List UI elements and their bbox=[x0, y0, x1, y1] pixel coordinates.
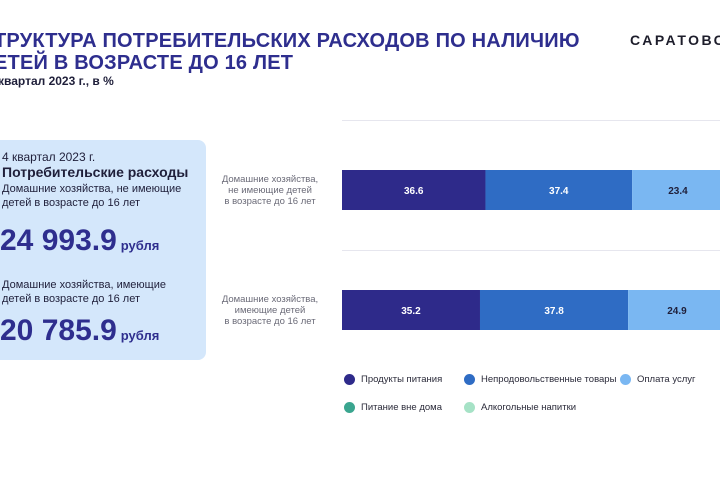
legend-label: Оплата услуг bbox=[637, 374, 696, 385]
legend-label: Питание вне дома bbox=[361, 402, 442, 413]
legend-label: Алкогольные напитки bbox=[481, 402, 577, 413]
category-label-1: Домашние хозяйства, не имеющие детей в в… bbox=[210, 174, 330, 207]
group-2-amount-value: 20 785.9 bbox=[0, 314, 117, 347]
chart-title-line-2: ЕТЕЙ В ВОЗРАСТЕ ДО 16 ЛЕТ bbox=[0, 52, 294, 74]
bar-segment bbox=[479, 290, 629, 330]
legend-item: Оплата услуг bbox=[620, 374, 695, 385]
group-2-amount-unit: рубля bbox=[120, 328, 160, 343]
bar-segment bbox=[342, 290, 480, 330]
panel-heading: Потребительские расходы bbox=[2, 164, 189, 180]
brand-logo-text: САРАТОВС bbox=[630, 32, 720, 48]
legend-item: Продукты питания bbox=[344, 374, 442, 385]
bar-segment bbox=[628, 290, 720, 330]
bar-segment bbox=[632, 170, 720, 210]
legend-item: Непродовольственные товары bbox=[464, 374, 616, 385]
category-label-line: не имеющие детей bbox=[228, 185, 312, 196]
category-label-line: в возрасте до 16 лет bbox=[224, 196, 316, 207]
panel-period: 4 квартал 2023 г. bbox=[2, 150, 96, 164]
legend-swatch bbox=[464, 374, 475, 385]
group-1-amount: 24 993.9 рубля bbox=[0, 224, 159, 258]
group-1-amount-value: 24 993.9 bbox=[0, 224, 117, 257]
legend-item: Питание вне дома bbox=[344, 402, 442, 413]
chart-subtitle: квартал 2023 г., в % bbox=[0, 74, 114, 88]
gridline bbox=[342, 120, 720, 121]
group-2-amount: 20 785.9 рубля bbox=[0, 314, 159, 348]
group-1-amount-unit: рубля bbox=[120, 238, 160, 253]
chart-legend: Продукты питания Непродовольственные това… bbox=[344, 374, 720, 424]
category-label-line: в возрасте до 16 лет bbox=[224, 316, 316, 327]
group-1-label: Домашние хозяйства, не имеющие детей в в… bbox=[2, 183, 182, 209]
summary-panel: 4 квартал 2023 г. Потребительские расход… bbox=[0, 140, 206, 360]
legend-item: Алкогольные напитки bbox=[464, 402, 576, 413]
chart-title: ТРУКТУРА ПОТРЕБИТЕЛЬСКИХ РАСХОДОВ ПО НАЛ… bbox=[0, 30, 594, 74]
category-label-2: Домашние хозяйства, имеющие детей в возр… bbox=[210, 294, 330, 327]
category-label-line: имеющие детей bbox=[234, 305, 306, 316]
bar-value-label: 24.9 bbox=[667, 306, 687, 317]
bar-segment bbox=[485, 170, 633, 210]
chart-title-line-1: ТРУКТУРА ПОТРЕБИТЕЛЬСКИХ РАСХОДОВ ПО НАЛ… bbox=[0, 30, 580, 52]
bar-value-label: 23.4 bbox=[668, 186, 688, 197]
category-label-line: Домашние хозяйства, bbox=[221, 294, 319, 305]
bar-value-label: 37.4 bbox=[549, 186, 569, 197]
legend-swatch bbox=[464, 402, 475, 413]
category-label-line: Домашние хозяйства, bbox=[221, 174, 319, 185]
bar-value-label: 36.6 bbox=[404, 186, 424, 197]
legend-label: Продукты питания bbox=[361, 374, 443, 385]
legend-swatch bbox=[620, 374, 631, 385]
bar-value-label: 37.8 bbox=[544, 306, 564, 317]
legend-label: Непродовольственные товары bbox=[481, 374, 617, 385]
gridline bbox=[342, 250, 720, 251]
legend-swatch bbox=[344, 374, 355, 385]
legend-swatch bbox=[344, 402, 355, 413]
bar-value-label: 35.2 bbox=[401, 306, 421, 317]
group-2-label: Домашние хозяйства, имеющие детей в возр… bbox=[2, 279, 166, 305]
bar-segment bbox=[342, 170, 486, 210]
